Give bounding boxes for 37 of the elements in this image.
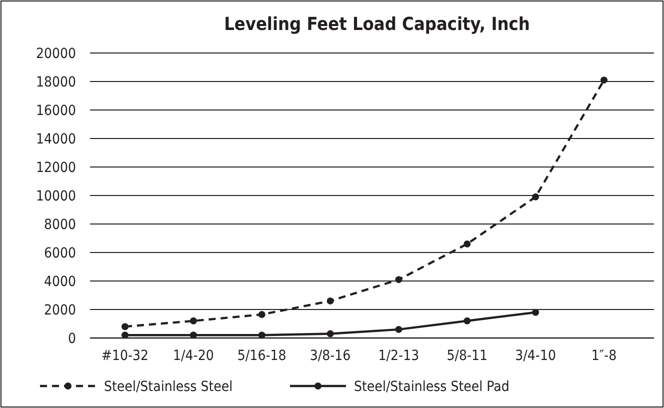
x-tick-label: 1″-8 — [591, 348, 617, 364]
x-tick-label: 1/4-20 — [173, 348, 214, 364]
point — [464, 317, 471, 324]
y-tick-label: 16000 — [36, 103, 76, 119]
chart-title: Leveling Feet Load Capacity, Inch — [224, 14, 530, 35]
point — [326, 330, 334, 338]
y-tick-label: 14000 — [36, 132, 76, 148]
x-tick-label: 3/8-16 — [310, 348, 351, 364]
x-tick-label: 1/2-13 — [378, 348, 420, 364]
x-tick-label: 5/16-18 — [237, 348, 286, 364]
point — [258, 332, 266, 339]
point — [395, 326, 402, 333]
point — [122, 323, 128, 330]
y-tick-label: 0 — [68, 331, 76, 347]
x-tick-label: 3/4-10 — [515, 348, 556, 364]
point — [122, 332, 128, 339]
y-tick-label: 2000 — [44, 302, 76, 318]
y-tick-label: 6000 — [44, 246, 76, 262]
y-tick-label: 4000 — [44, 274, 76, 290]
point — [600, 76, 608, 84]
y-tick-label: 18000 — [36, 74, 76, 90]
point — [190, 332, 197, 339]
point — [326, 297, 334, 304]
legend-label: Steel/Stainless Steel — [104, 379, 233, 395]
y-tick-label: 8000 — [44, 217, 76, 233]
y-tick-label: 20000 — [36, 46, 76, 62]
point — [395, 276, 402, 284]
y-tick-label: 10000 — [36, 188, 76, 204]
legend-label: Steel/Stainless Steel Pad — [354, 379, 510, 395]
point — [190, 317, 197, 324]
point — [258, 310, 266, 318]
point — [532, 193, 540, 200]
point — [464, 240, 471, 248]
y-tick-label: 12000 — [36, 160, 76, 176]
x-tick-label: 5/8-11 — [446, 348, 488, 364]
point — [532, 308, 540, 316]
x-tick-label: #10-32 — [101, 348, 149, 364]
